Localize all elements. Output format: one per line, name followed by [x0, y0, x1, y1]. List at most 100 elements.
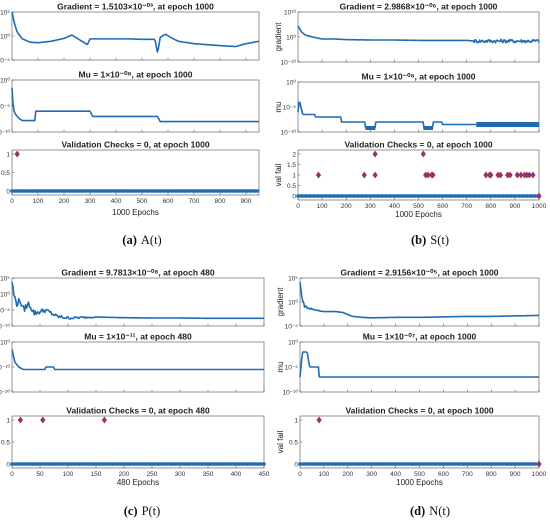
y-tick-label: 2 [292, 151, 296, 158]
axes-box [11, 415, 265, 469]
zero-marker [484, 194, 489, 198]
y-tick-label: 10⁵ [0, 275, 10, 282]
x-tick-label: 100 [63, 471, 74, 478]
zero-marker [477, 462, 482, 466]
zero-marker [356, 194, 361, 198]
zero-marker [361, 462, 366, 466]
x-tick-label: 450 [259, 471, 270, 478]
zero-marker [220, 189, 224, 193]
y-tick-label: 10⁻²⁰ [0, 388, 10, 396]
y-tick-label: 10⁰ [286, 33, 296, 41]
x-tick-label: 400 [390, 471, 401, 478]
zero-marker [424, 194, 429, 198]
zero-marker [106, 462, 111, 466]
zero-marker [178, 189, 183, 193]
axes-box [299, 341, 540, 393]
y-tick-label: 10⁻¹⁰ [0, 128, 10, 136]
zero-marker [245, 462, 249, 466]
zero-marker [505, 462, 509, 466]
y-tick-label: 10⁰ [288, 298, 298, 306]
zero-marker [39, 462, 44, 466]
subplot-title: Mu = 1×10⁻⁰⁸, at epoch 1000 [79, 70, 193, 80]
zero-marker [429, 462, 434, 466]
x-tick-label: 900 [241, 198, 252, 205]
zero-marker [521, 194, 525, 198]
zero-marker [497, 194, 501, 198]
zero-marker [22, 189, 27, 193]
x-tick-label: 0 [298, 471, 302, 478]
zero-marker [111, 462, 115, 466]
caption-letter: (b) [411, 233, 426, 247]
zero-marker [144, 462, 149, 466]
y-tick-label: 10⁻⁵ [0, 103, 10, 110]
y-tick-label: 10⁰ [288, 338, 298, 346]
zero-marker [132, 462, 136, 466]
zero-marker [224, 189, 228, 193]
x-tick-label: 200 [59, 198, 70, 205]
val-fail-marker [372, 150, 378, 158]
y-tick-label: 10⁻¹⁰ [0, 363, 10, 371]
zero-marker [30, 189, 35, 193]
zero-marker [533, 462, 537, 466]
zero-marker [373, 462, 378, 466]
val-fail-marker [536, 460, 542, 468]
x-tick-label: 800 [486, 471, 497, 478]
x-tick-label: 50 [36, 471, 44, 478]
zero-marker [18, 462, 23, 466]
x-tick-label: 500 [137, 198, 148, 205]
mu-subplot-b: Mu = 1×10⁻⁰⁸, at epoch 1000 mu 10⁰ 10⁻⁵ 10⁻¹… [274, 72, 540, 136]
axes-box [11, 79, 260, 133]
zero-marker [190, 462, 195, 466]
zero-marker [493, 194, 497, 198]
zero-marker [98, 462, 102, 466]
val-fail-marker [420, 150, 426, 158]
zero-marker [369, 462, 374, 466]
zero-marker [34, 189, 39, 193]
subplot-title: Gradient = 2.9156×10⁻⁰⁵, at epoch 1000 [341, 268, 499, 278]
zero-marker [76, 189, 80, 193]
y-tick-label: 1 [294, 417, 298, 424]
zero-marker [14, 189, 18, 193]
zero-marker [348, 194, 353, 198]
mu-subplot-a: Mu = 1×10⁻⁰⁸, at epoch 1000mu10⁰10⁻⁵10⁻¹… [0, 70, 260, 136]
val-fail-marker [101, 416, 108, 424]
caption-letter: (c) [124, 504, 138, 518]
zero-marker [360, 194, 365, 198]
x-tick-label: 700 [461, 203, 472, 210]
x-tick-label: 500 [414, 471, 425, 478]
zero-marker [224, 462, 228, 466]
zero-marker [393, 462, 398, 466]
zero-marker [258, 462, 262, 466]
zero-marker [125, 189, 130, 193]
x-tick-label: 900 [510, 471, 521, 478]
zero-marker [236, 189, 241, 193]
zero-marker [182, 462, 186, 466]
axes-box [11, 149, 260, 196]
val-fail-marker [40, 416, 46, 424]
y-axis-label: val fail [276, 430, 285, 453]
zero-marker [228, 462, 233, 466]
zero-marker [310, 462, 314, 466]
subplot-title: Gradient = 9.7813×10⁻⁰⁸, at epoch 480 [61, 268, 214, 278]
x-axis-label: 1000 Epochs [395, 210, 442, 219]
zero-marker [232, 462, 237, 466]
gradient-subplot-a: Gradient = 1.5103×10⁻⁰³, at epoch 1000gr… [0, 2, 260, 64]
zero-marker [48, 462, 52, 466]
zero-marker [464, 194, 469, 198]
subplot-title: Validation Checks = 0, at epoch 1000 [345, 406, 493, 416]
zero-marker [344, 194, 349, 198]
zero-marker [129, 189, 134, 193]
zero-marker [195, 462, 199, 466]
zero-marker [380, 194, 385, 198]
y-tick-label: 10⁻¹⁰ [281, 58, 297, 66]
mu-curve [11, 349, 264, 371]
zero-marker [47, 189, 51, 193]
zero-marker [18, 189, 23, 193]
zero-marker [133, 189, 138, 193]
zero-marker [452, 194, 457, 198]
val-fail-marker [497, 171, 504, 179]
zero-marker [300, 194, 304, 198]
zero-marker [433, 462, 438, 466]
zero-marker [457, 462, 462, 466]
zero-marker [340, 194, 344, 198]
